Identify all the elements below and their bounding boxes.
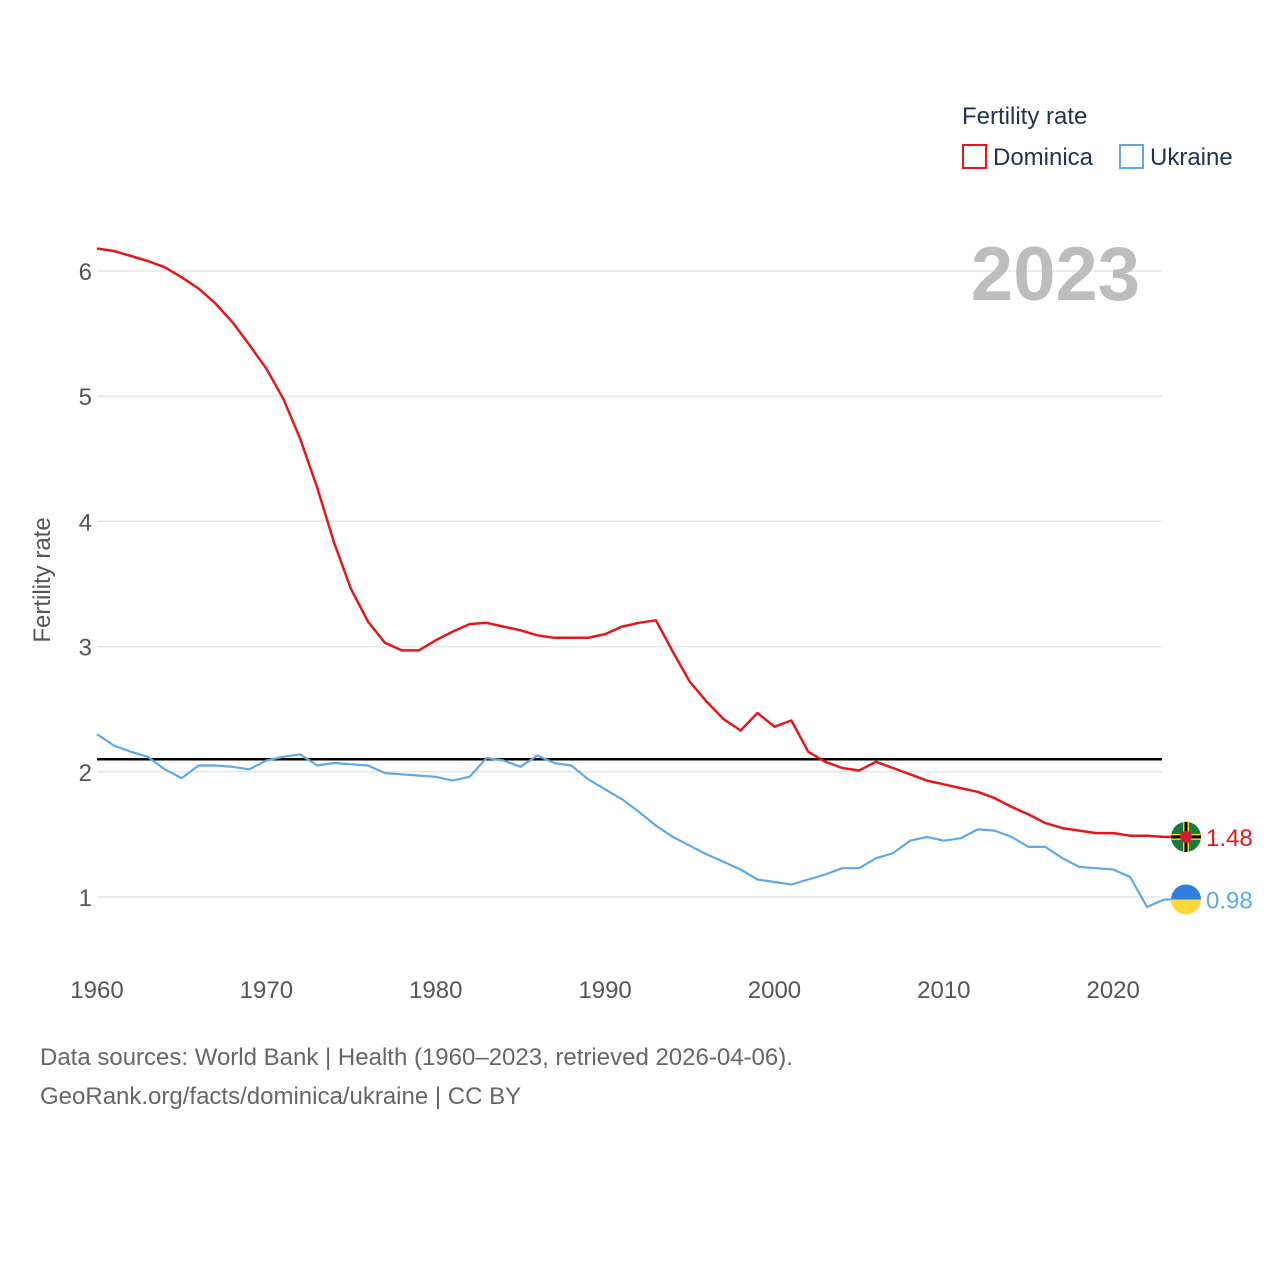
y-tick-label: 1	[79, 885, 92, 912]
legend: Fertility rate Dominica Ukraine	[962, 103, 1233, 171]
ukraine-flag-marker	[1171, 884, 1201, 915]
grid-layer	[97, 270, 1162, 898]
dominica-flag-marker	[1171, 821, 1201, 852]
y-tick-label: 2	[79, 760, 92, 787]
x-tick-label: 2000	[748, 977, 801, 1004]
source-url-license: GeoRank.org/facts/dominica/ukraine | CC …	[40, 1083, 522, 1110]
legend-label-ukraine: Ukraine	[1150, 144, 1233, 171]
x-tick-label: 1960	[70, 977, 123, 1004]
legend-title: Fertility rate	[962, 103, 1087, 130]
x-axis-ticks: 1960 1970 1980 1990 2000 2010 2020	[70, 977, 1140, 1004]
y-tick-label: 5	[79, 384, 92, 411]
legend-swatch-ukraine	[1119, 144, 1144, 169]
ukraine-end-value: 0.98	[1206, 888, 1253, 915]
legend-item-dominica[interactable]: Dominica	[962, 144, 1094, 171]
series-layer	[96, 247, 1171, 909]
legend-item-ukraine[interactable]: Ukraine	[1119, 144, 1233, 171]
x-tick-label: 1980	[409, 977, 462, 1004]
x-tick-label: 2020	[1086, 977, 1139, 1004]
y-axis-ticks: 1 2 3 4 5 6	[79, 259, 92, 912]
year-display: 2023	[971, 232, 1140, 317]
series-line-dominica	[96, 247, 1165, 839]
y-tick-label: 3	[79, 635, 92, 662]
x-tick-label: 1970	[240, 977, 293, 1004]
series-line-ukraine	[96, 733, 1165, 909]
legend-swatch-dominica	[962, 144, 987, 169]
legend-label-dominica: Dominica	[993, 144, 1094, 171]
y-tick-label: 6	[79, 259, 92, 286]
y-axis-label: Fertility rate	[29, 517, 56, 642]
dominica-end-value: 1.48	[1206, 825, 1253, 852]
x-tick-label: 1990	[578, 977, 631, 1004]
x-tick-label: 2010	[917, 977, 970, 1004]
y-tick-label: 4	[79, 509, 92, 536]
data-source-note: Data sources: World Bank | Health (1960–…	[40, 1044, 793, 1071]
